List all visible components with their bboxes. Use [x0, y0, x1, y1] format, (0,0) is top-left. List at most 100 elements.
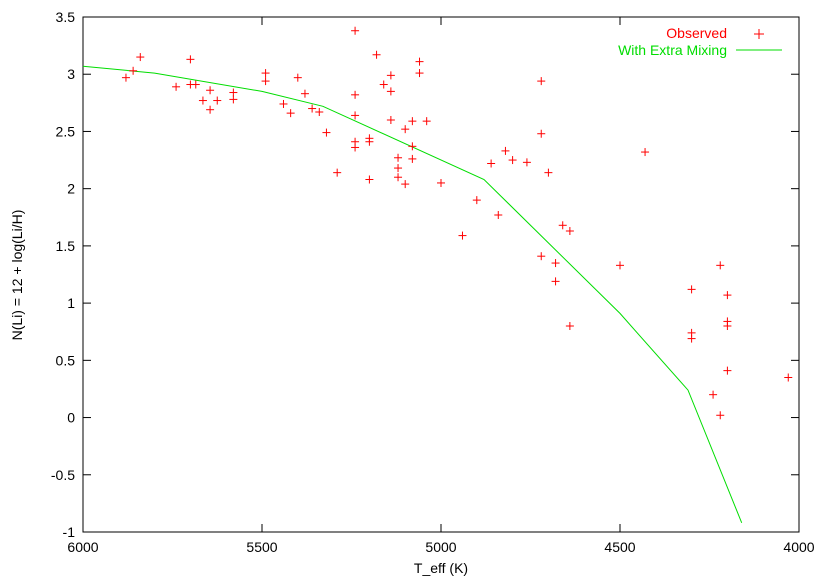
observed-point	[172, 82, 181, 91]
observed-point	[415, 69, 424, 78]
observed-point	[616, 261, 624, 270]
observed-point	[494, 210, 503, 219]
observed-point	[641, 148, 650, 157]
y-tick-label: 3	[67, 66, 75, 82]
observed-point	[537, 129, 546, 138]
legend: Observed With Extra Mixing	[618, 25, 782, 58]
observed-point	[401, 125, 410, 134]
x-tick-label: 4000	[783, 539, 814, 555]
tick-labels: 6000 5500 5000 4500 4000 -1 -0.5 0 0.5 1 1.5 2 2.5 3 3…	[51, 9, 815, 555]
legend-label-observed: Observed	[666, 25, 727, 41]
observed-point	[372, 50, 381, 59]
y-tick-label: 2	[67, 181, 75, 197]
observed-point	[472, 196, 481, 205]
x-axis-label: T_eff (K)	[414, 560, 468, 576]
x-tick-label: 5500	[246, 539, 277, 555]
observed-point	[508, 156, 517, 165]
observed-point	[723, 366, 732, 375]
observed-point	[723, 291, 732, 300]
y-axis-label: N(Li) = 12 + log(Li/H)	[9, 210, 25, 341]
observed-point	[351, 26, 360, 35]
observed-point	[198, 96, 207, 105]
observed-point	[537, 77, 546, 86]
observed-point	[206, 86, 215, 95]
observed-point	[293, 73, 302, 82]
extra-mixing-line	[82, 65, 743, 523]
observed-point	[422, 117, 431, 126]
observed-point	[487, 159, 496, 168]
observed-point	[121, 73, 130, 82]
observed-point	[716, 261, 725, 270]
observed-point	[687, 334, 696, 343]
observed-point	[261, 77, 270, 86]
observed-point	[522, 158, 531, 167]
observed-point	[279, 99, 288, 108]
observed-point	[716, 411, 725, 420]
observed-point	[333, 168, 342, 177]
observed-point	[408, 117, 417, 126]
observed-point	[386, 116, 395, 124]
observed-point	[723, 322, 732, 330]
observed-point	[408, 142, 417, 151]
observed-point	[379, 80, 388, 89]
observed-point	[501, 146, 510, 155]
observed-point	[394, 173, 403, 182]
observed-point	[544, 168, 553, 177]
series-points	[121, 26, 793, 420]
observed-point	[365, 175, 374, 184]
ticks	[82, 16, 800, 533]
observed-point	[206, 105, 215, 114]
observed-point	[315, 107, 324, 116]
observed-point	[300, 89, 309, 98]
observed-point	[565, 227, 574, 236]
observed-point	[186, 55, 195, 64]
observed-point	[565, 322, 574, 330]
y-tick-label: 2.5	[56, 123, 76, 139]
observed-point	[213, 96, 222, 105]
observed-point	[129, 66, 138, 75]
y-tick-label: 0	[67, 410, 75, 426]
y-tick-label: 0.5	[56, 352, 76, 368]
observed-point	[322, 128, 331, 137]
observed-point	[687, 285, 696, 294]
observed-point	[351, 143, 360, 152]
observed-point	[394, 164, 403, 173]
x-tick-label: 4500	[604, 539, 635, 555]
observed-point	[386, 71, 395, 80]
observed-point	[191, 80, 200, 89]
legend-label-extra-mixing: With Extra Mixing	[618, 42, 727, 58]
observed-point	[537, 252, 546, 261]
observed-point	[784, 373, 793, 382]
observed-point	[415, 57, 424, 66]
legend-marker-observed	[754, 29, 764, 39]
plot-frame	[82, 16, 800, 533]
x-tick-label: 5000	[425, 539, 456, 555]
observed-point	[351, 90, 360, 99]
observed-point	[351, 111, 360, 120]
observed-point	[308, 104, 317, 113]
observed-point	[458, 231, 467, 240]
observed-point	[229, 95, 238, 104]
observed-point	[286, 109, 295, 118]
observed-point	[136, 53, 145, 62]
y-tick-label: -0.5	[51, 467, 75, 483]
observed-point	[365, 137, 374, 146]
x-tick-label: 6000	[67, 539, 98, 555]
observed-point	[551, 277, 560, 286]
observed-point	[709, 390, 718, 399]
observed-point	[408, 154, 417, 163]
y-tick-label: 1	[67, 295, 75, 311]
observed-point	[229, 88, 238, 97]
observed-point	[558, 221, 567, 230]
observed-point	[261, 69, 270, 78]
y-tick-label: 3.5	[56, 9, 76, 25]
observed-point	[394, 153, 403, 162]
y-tick-label: 1.5	[56, 238, 76, 254]
observed-point	[551, 259, 560, 268]
series-line	[82, 65, 743, 523]
y-tick-label: -1	[63, 524, 76, 540]
observed-point	[386, 87, 395, 96]
observed-point	[437, 178, 445, 187]
observed-point	[401, 180, 410, 189]
